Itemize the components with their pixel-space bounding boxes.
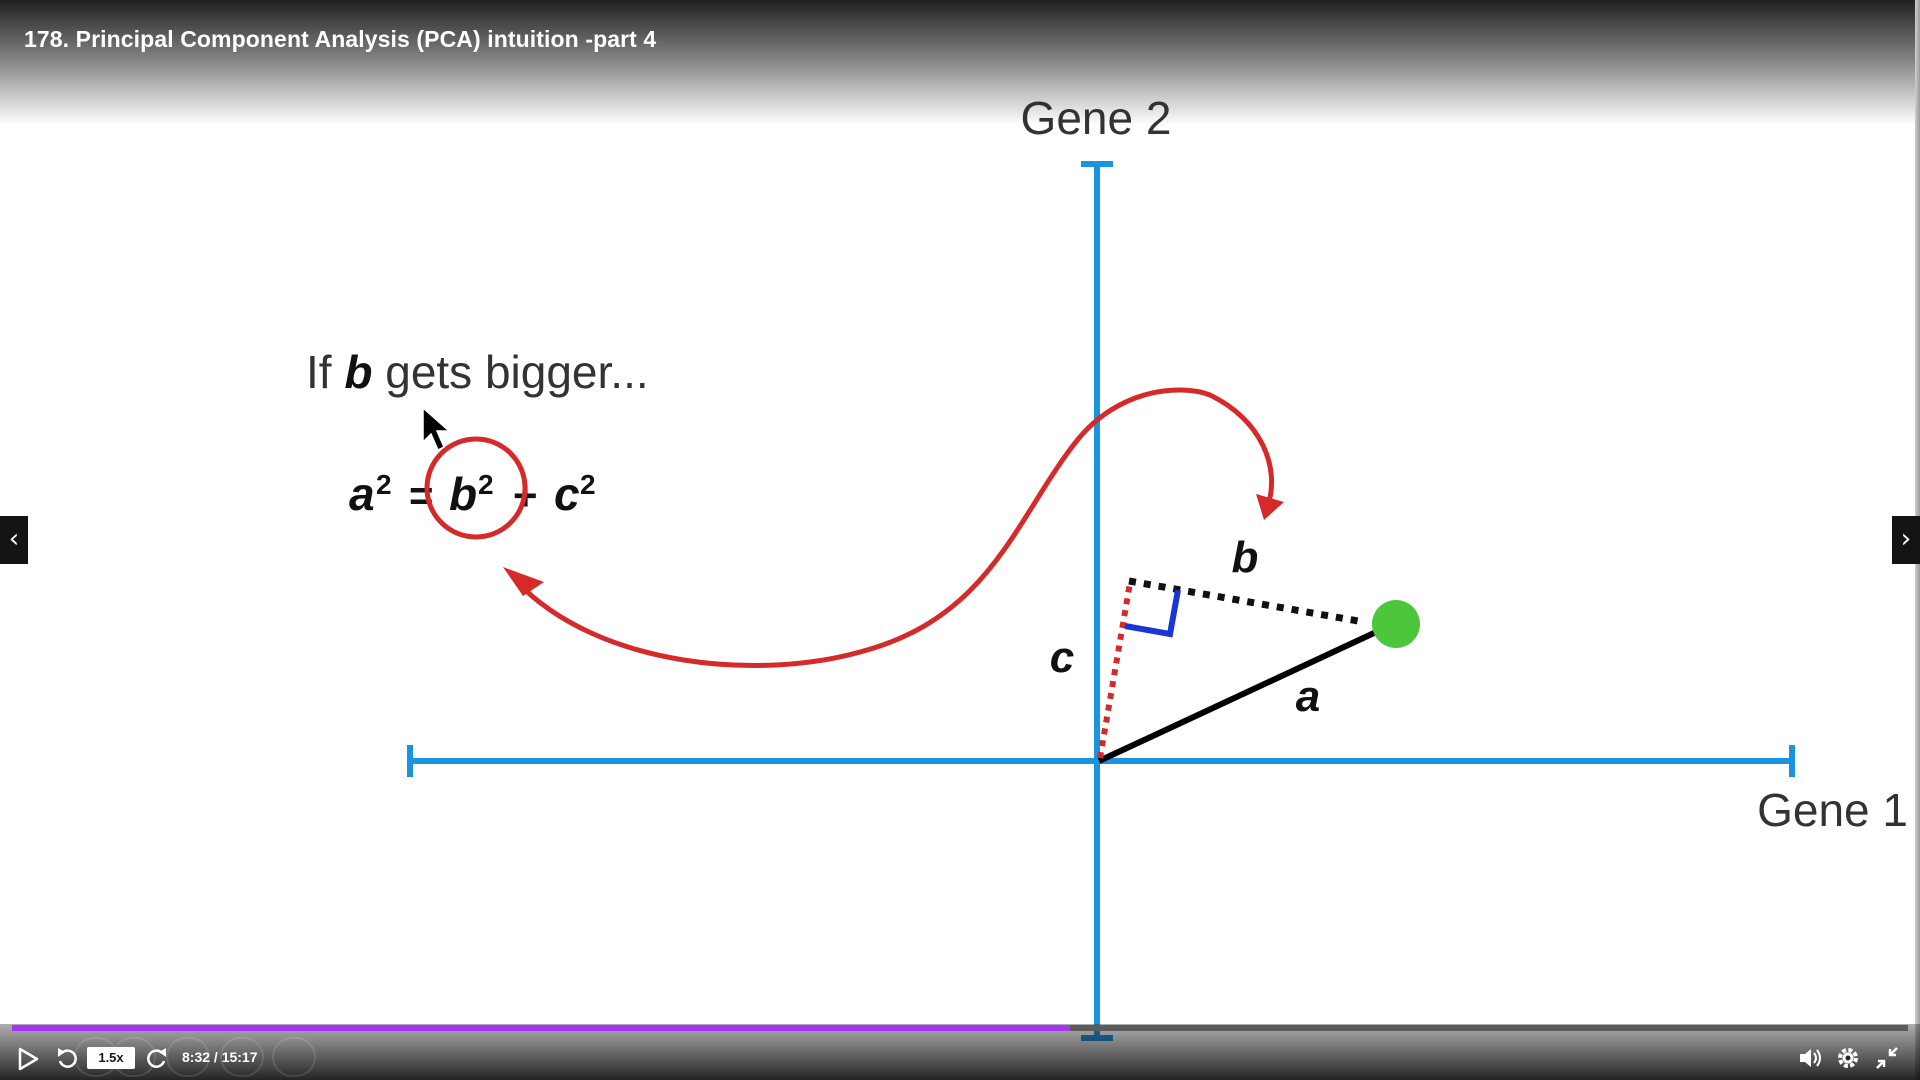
forward-icon (147, 1048, 166, 1068)
volume-icon (1800, 1049, 1821, 1067)
play-button[interactable] (14, 1046, 40, 1072)
right-angle-marker (1124, 589, 1181, 638)
data-point (1372, 600, 1420, 648)
equation-c-exp: 2 (580, 469, 596, 500)
title-overlay: 178. Principal Component Analysis (PCA) … (0, 0, 1920, 125)
previous-lecture-button[interactable]: ‹ (0, 516, 28, 564)
b-squared-circle (424, 436, 528, 540)
progress-fill (12, 1025, 1070, 1031)
equation-b: b (449, 468, 477, 520)
caption-text: If b gets bigger... (306, 346, 649, 398)
equation-a: a (349, 468, 375, 520)
segment-c (1097, 582, 1133, 759)
time-readout: 8:32 / 15:17 (182, 1049, 258, 1065)
exit-fullscreen-icon (1876, 1047, 1898, 1069)
arrowhead-right (1256, 494, 1284, 520)
arrowhead-left (503, 567, 544, 596)
equation-b-exp: 2 (478, 469, 494, 500)
pythagorean-equation: a 2 = b 2 + c 2 (349, 468, 596, 520)
ghost-control (272, 1037, 316, 1077)
mouse-cursor-icon (422, 406, 451, 452)
gear-icon (1838, 1048, 1858, 1068)
segment-a (1097, 630, 1376, 764)
forward-button[interactable] (142, 1044, 170, 1072)
equation-c: c (554, 468, 580, 520)
volume-button[interactable] (1796, 1044, 1824, 1072)
segment-label-b: b (1232, 533, 1259, 582)
segment-b (1128, 577, 1365, 626)
settings-button[interactable] (1834, 1044, 1862, 1072)
equation-a-exp: 2 (376, 469, 392, 500)
red-curve-arrow (515, 387, 1274, 668)
ghost-control (220, 1037, 264, 1077)
gene1-axis-label: Gene 1 (1757, 784, 1908, 836)
play-icon (18, 1047, 39, 1071)
progress-bar[interactable] (12, 1025, 1908, 1031)
chevron-left-icon: ‹ (8, 524, 20, 554)
segment-label-a: a (1296, 672, 1320, 721)
chevron-right-icon: › (1900, 524, 1912, 554)
playback-speed-button[interactable]: 1.5x (87, 1047, 135, 1069)
rewind-icon (58, 1048, 77, 1068)
ghost-control (166, 1037, 210, 1077)
exit-fullscreen-button[interactable] (1873, 1044, 1901, 1072)
next-lecture-button[interactable]: › (1892, 516, 1920, 564)
video-title: 178. Principal Component Analysis (PCA) … (24, 26, 657, 52)
rewind-button[interactable] (54, 1044, 82, 1072)
segment-label-c: c (1050, 633, 1074, 682)
control-bar (0, 1024, 1920, 1080)
